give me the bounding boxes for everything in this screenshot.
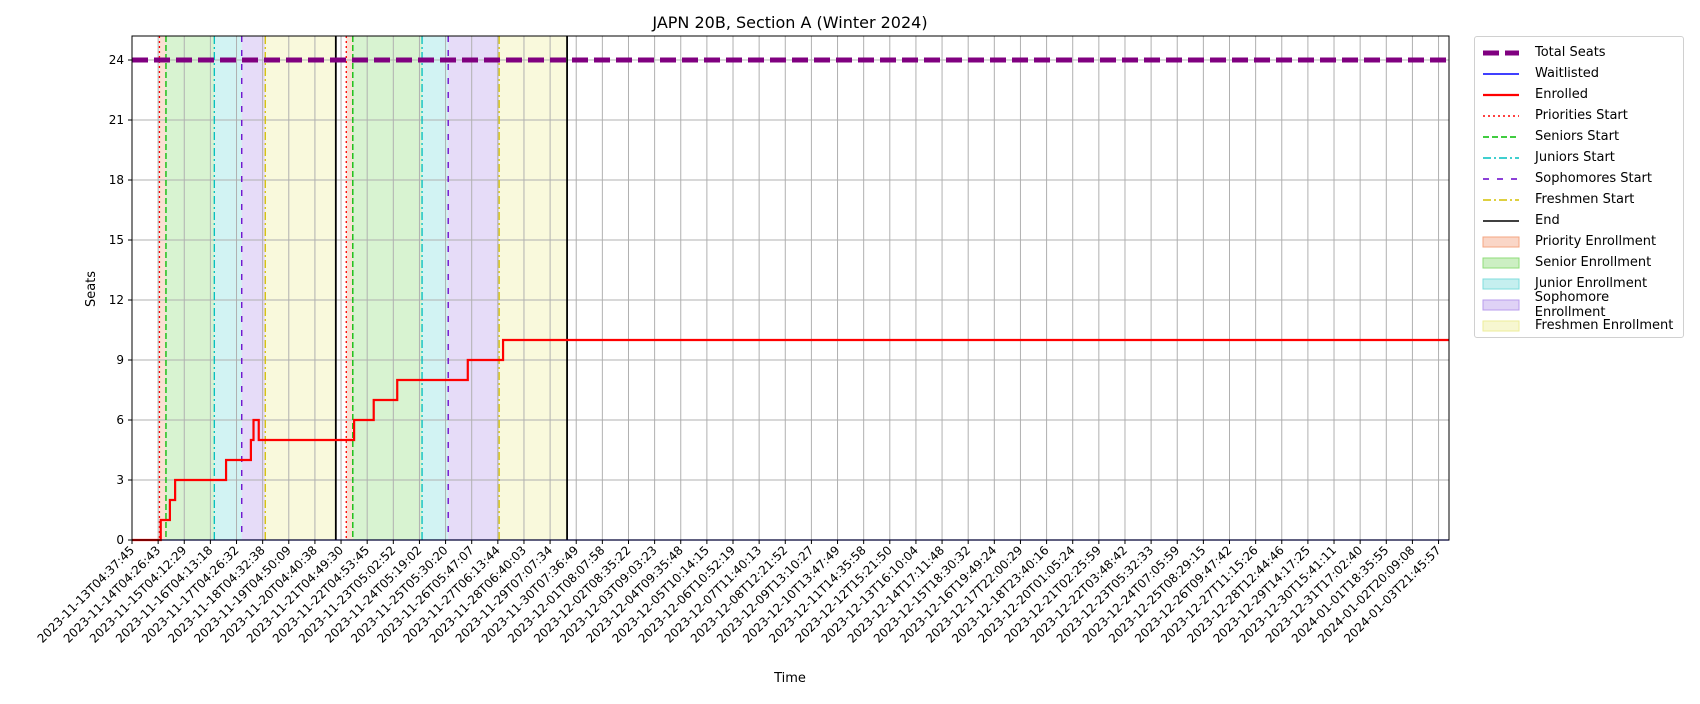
phase-band-0-1 [346,36,353,540]
plot-frame [131,35,1450,541]
phase-band-3-0 [241,36,266,540]
phase-band-4-1 [499,36,568,540]
legend-swatch [1482,236,1520,247]
legend-swatch [1483,114,1519,117]
legend-swatch [1483,50,1519,55]
phase-band-2-1 [422,36,449,540]
legend-swatch [1482,257,1520,268]
phase-band-0-0 [159,36,166,540]
legend-patch [1482,320,1520,331]
series-enrolled [132,338,1449,542]
legend-item-total-seats: Total Seats [1475,42,1683,63]
legend-label: End [1535,213,1560,228]
legend-label: Sophomore Enrollment [1534,289,1610,320]
legend-swatch [1483,93,1519,96]
legend-label: Freshmen Enrollment [1535,318,1674,333]
chart-title: JAPN 20B, Section A (Winter 2024) [651,13,927,32]
phase-shading-layer [159,36,568,540]
legend-patch [1482,299,1520,310]
legend-swatch [1483,156,1519,159]
phase-band-1-1 [352,36,423,540]
legend-item-freshmen-start: Freshmen Start [1475,189,1683,210]
legend-item-waitlisted: Waitlisted [1475,63,1683,84]
legend-item-freshmen-enrollment: Freshmen Enrollment [1475,315,1683,336]
legend-label: Senior Enrollment [1535,255,1652,270]
legend-label: Seniors Start [1535,129,1620,144]
y-tick-label: 6 [116,413,124,427]
legend-swatch [1483,135,1519,138]
legend-item-senior-enrollment: Senior Enrollment [1475,252,1683,273]
legend-swatch [1483,72,1519,75]
y-tick-label: 0 [116,533,124,547]
y-tick-layer: 0 3 6 9 12 15 18 21 24 [109,53,132,547]
x-tick-layer: 2023-11-13T04:37:452023-11-14T04:26:4320… [35,540,1444,646]
x-axis-label: Time [773,671,806,686]
legend-patch [1482,236,1520,247]
legend-item-priority-enrollment: Priority Enrollment [1475,231,1683,252]
phase-band-3-1 [448,36,500,540]
legend-label: Priorities Start [1535,108,1628,123]
legend-item-priorities-start: Priorities Start [1475,105,1683,126]
legend-swatch [1482,278,1520,289]
y-tick-label: 3 [116,473,124,487]
y-axis-label: Seats [84,271,99,307]
phase-band-4-0 [265,36,336,540]
legend-item-enrolled: Enrolled [1475,84,1683,105]
legend-label: Priority Enrollment [1535,234,1657,249]
legend-label: Junior Enrollment [1535,276,1648,291]
legend-swatch [1483,198,1519,201]
legend-swatch [1483,219,1519,222]
legend-swatch [1482,299,1520,310]
legend-swatch [1482,320,1520,331]
phase-line-layer [158,36,568,540]
legend-label: Juniors Start [1535,150,1615,165]
legend-item-sophomore-enrollment: Sophomore Enrollment [1475,290,1683,320]
phase-band-1-0 [165,36,215,540]
legend-swatch [1483,177,1519,180]
legend-label: Freshmen Start [1535,192,1635,207]
y-tick-label: 12 [109,293,124,307]
phase-band-2-0 [214,36,242,540]
legend-patch [1482,278,1520,289]
y-tick-label: 18 [109,173,124,187]
legend-label: Waitlisted [1535,66,1600,81]
legend-item-end: End [1475,210,1683,231]
y-tick-label: 21 [109,113,124,127]
legend-label: Sophomores Start [1535,171,1652,186]
y-tick-label: 9 [116,353,124,367]
legend-label: Total Seats [1535,45,1606,60]
legend-item-seniors-start: Seniors Start [1475,126,1683,147]
legend-label: Enrolled [1535,87,1588,102]
legend-item-juniors-start: Juniors Start [1475,147,1683,168]
legend-item-sophomores-start: Sophomores Start [1475,168,1683,189]
y-tick-label: 24 [109,53,124,67]
legend-patch [1482,257,1520,268]
grid-layer [131,36,1449,541]
legend-item-junior-enrollment: Junior Enrollment [1475,273,1683,294]
chart-legend: Total Seats Waitlisted Enrolled Priorities … [1474,36,1684,338]
y-tick-label: 15 [109,233,124,247]
